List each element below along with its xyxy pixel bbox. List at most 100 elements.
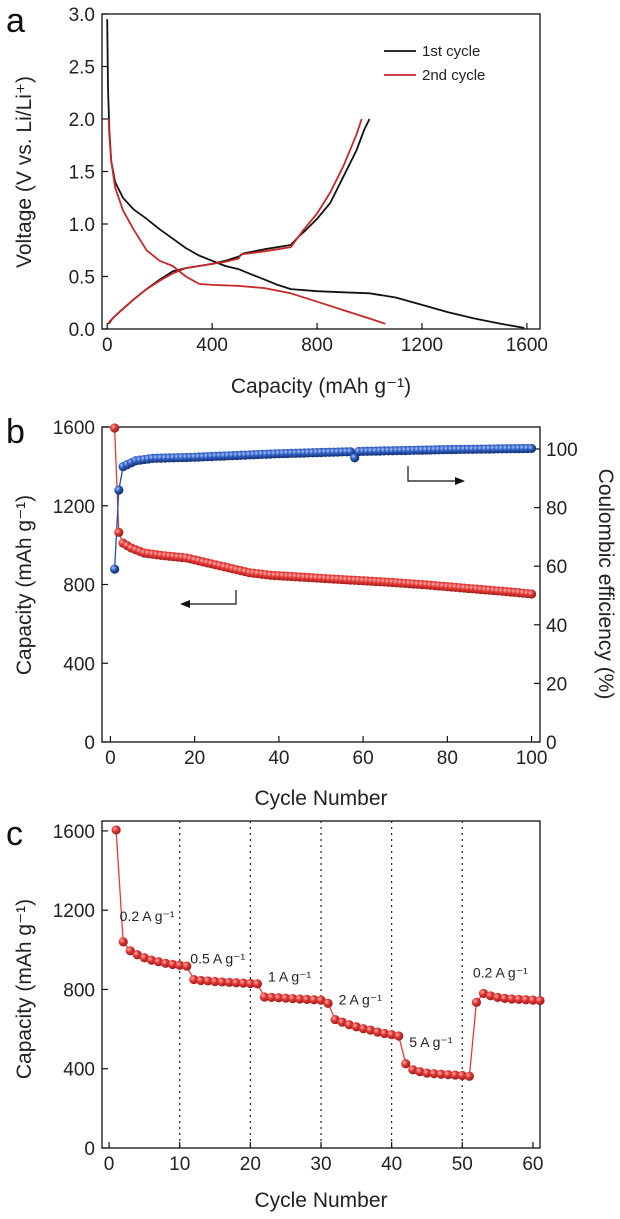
series-line-1st-cycle-charge: [107, 118, 371, 325]
capacity-point: [203, 976, 213, 986]
capacity-point: [189, 974, 199, 985]
capacity-point: [125, 946, 135, 956]
capacity-point: [337, 1017, 347, 1027]
y-tick-label-b: 0: [84, 733, 95, 754]
x-tick-label-b: 60: [353, 748, 374, 769]
arrow-capacity-axis: [186, 590, 237, 605]
rate-label: 2 A g⁻¹: [339, 991, 383, 1007]
capacity-point: [493, 992, 503, 1002]
panel-letter-b: b: [6, 413, 25, 451]
capacity-point: [464, 1071, 474, 1081]
y-tick-label-a: 0.0: [69, 320, 95, 341]
capacity-point: [323, 998, 333, 1008]
y-tick-label-c: 800: [63, 980, 95, 1001]
capacity-point: [245, 978, 255, 989]
legend-a: 1st cycle 2nd cycle: [384, 43, 485, 84]
capacity-point: [521, 995, 531, 1005]
capacity-point: [274, 993, 284, 1003]
x-tick-label-c: 60: [522, 1154, 543, 1175]
y-tick-label-b: 400: [63, 654, 95, 675]
capacity-point: [182, 961, 192, 971]
x-tick-label-b: 20: [184, 748, 205, 769]
panel-a: a 0 400 800 1200 1600 0.0 0.5 1.0 1.5 2.0 2.5 3.0 1…: [6, 2, 548, 398]
panel-letter-a: a: [6, 2, 25, 40]
x-tick-label-b: 0: [105, 748, 116, 769]
capacity-point: [379, 1028, 390, 1039]
y-tick-label-c: 1200: [53, 901, 95, 922]
y-axis-label-a: Voltage (V vs. Li/Li⁺): [13, 76, 36, 268]
y-tick-label-c: 400: [63, 1060, 95, 1081]
capacity-point: [309, 995, 319, 1005]
x-tick-label-a: 400: [196, 335, 228, 356]
y-tick-label-a: 1.0: [69, 215, 95, 236]
legend-label-2nd-cycle: 2nd cycle: [422, 67, 485, 84]
capacity-point: [478, 988, 489, 999]
x-tick-label-c: 40: [381, 1154, 402, 1175]
rate-label: 1 A g⁻¹: [268, 969, 312, 985]
x-axis-label-c: Cycle Number: [254, 1189, 387, 1212]
capacity-point: [266, 992, 277, 1002]
capacity-point: [457, 1070, 467, 1081]
y2-tick-label-b: 80: [546, 499, 567, 520]
capacity-point: [224, 977, 234, 987]
y-tick-label-a: 1.5: [69, 163, 95, 184]
x-tick-label-c: 50: [452, 1154, 473, 1175]
capacity-point: [295, 994, 305, 1004]
capacity-point: [422, 1068, 432, 1078]
capacity-point: [429, 1069, 439, 1079]
efficiency-line-b: [113, 447, 532, 570]
capacity-point: [114, 527, 124, 537]
y-tick-label-a: 2.0: [69, 110, 95, 131]
y-tick-label-b: 800: [63, 576, 95, 597]
capacity-point: [450, 1070, 460, 1080]
efficiency-point: [114, 485, 124, 495]
capacity-point: [344, 1020, 354, 1030]
y-tick-label-c: 0: [84, 1139, 95, 1160]
capacity-point: [535, 995, 545, 1006]
capacity-point: [210, 976, 220, 987]
capacity-point: [168, 959, 178, 970]
y-tick-label-c: 1600: [53, 822, 95, 843]
capacity-point: [146, 955, 157, 965]
x-tick-label-c: 30: [310, 1154, 331, 1175]
capacity-point: [485, 991, 496, 1001]
y-tick-label-b: 1200: [53, 497, 95, 518]
efficiency-point: [526, 443, 537, 454]
x-tick-label-a: 800: [301, 335, 333, 356]
capacity-point: [111, 825, 121, 835]
rate-label: 0.5 A g⁻¹: [190, 951, 245, 967]
y2-tick-label-b: 60: [546, 557, 567, 578]
capacity-point: [196, 975, 206, 986]
x-tick-label-c: 20: [240, 1154, 261, 1175]
capacity-point: [372, 1027, 383, 1037]
capacity-point: [153, 957, 164, 967]
rate-label: 0.2 A g⁻¹: [120, 908, 175, 924]
capacity-point: [526, 589, 537, 599]
capacity-point: [288, 993, 298, 1004]
panel-b: b 0 20 40 60 80 10004008001200160002040608010…: [6, 413, 617, 810]
y-tick-label-a: 0.5: [69, 268, 95, 289]
arrow-capacity-head: [180, 600, 190, 608]
y-axis-label-b: Capacity (mAh g⁻¹): [13, 495, 36, 675]
capacity-point: [316, 995, 326, 1005]
capacity-point: [401, 1059, 411, 1069]
capacity-point: [528, 995, 538, 1005]
y2-tick-label-b: 20: [546, 674, 567, 695]
axis-ticks-c: 0 10 20 30 40 50 60 0 400 800 1200 1600: [53, 822, 544, 1175]
capacity-point: [139, 953, 149, 963]
x-tick-label-b: 40: [268, 748, 289, 769]
x-axis-label-b: Cycle Number: [254, 787, 387, 810]
capacity-point: [238, 978, 248, 988]
x-tick-label-a: 0: [102, 335, 113, 356]
y2-tick-label-b: 0: [546, 733, 557, 754]
capacity-point: [408, 1065, 418, 1075]
capacity-point: [231, 978, 241, 988]
panel-letter-c: c: [6, 815, 23, 853]
series-points-c: [111, 825, 545, 1081]
efficiency-point: [110, 564, 120, 574]
x-tick-label-a: 1200: [401, 335, 443, 356]
capacity-point: [471, 997, 482, 1007]
capacity-point: [365, 1025, 376, 1035]
